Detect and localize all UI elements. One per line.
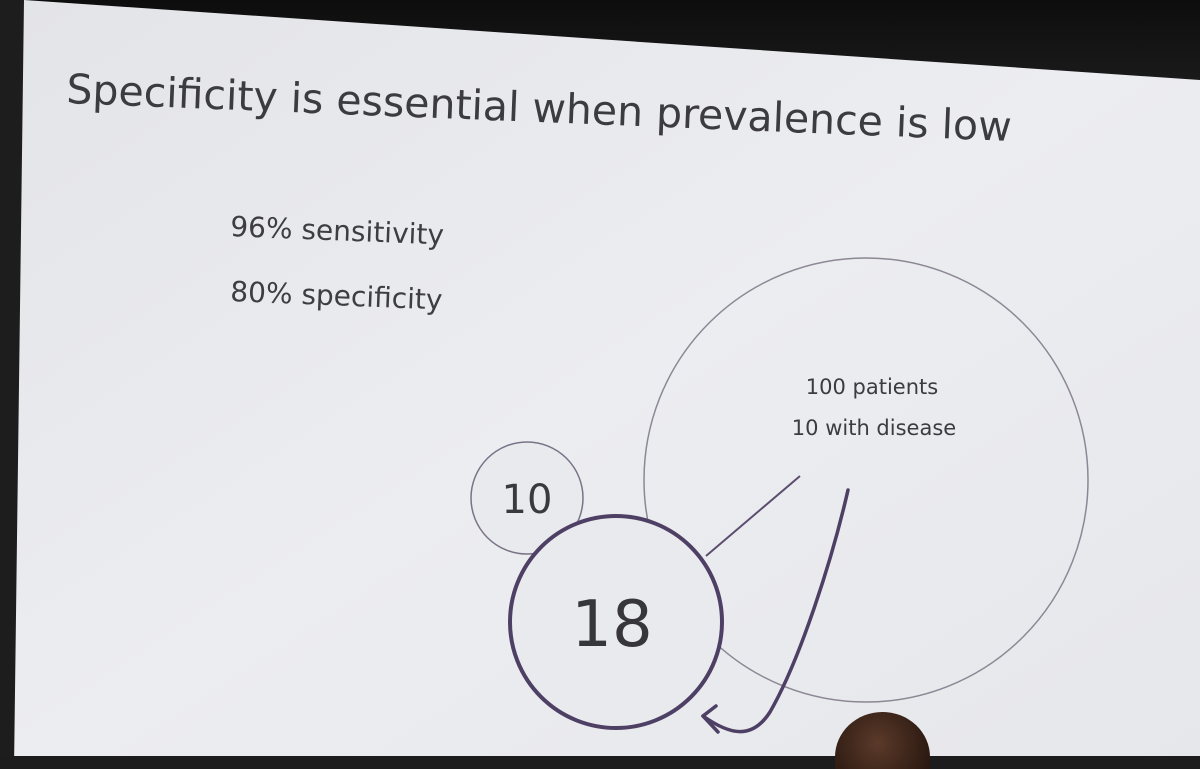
population-circle [643,257,1089,703]
connector-line [705,475,801,557]
arrowhead-icon [701,704,720,734]
slide-surface [14,0,1200,769]
population-label-line2: 10 with disease [792,416,956,440]
true-positive-value: 10 [502,477,553,523]
curved-arrow [701,488,850,734]
false-positive-value: 18 [571,588,652,662]
bottom-edge-shadow [0,756,1200,769]
true-positive-circle [470,441,584,555]
population-label-line1: 100 patients [806,375,938,399]
false-positive-circle [508,514,724,730]
